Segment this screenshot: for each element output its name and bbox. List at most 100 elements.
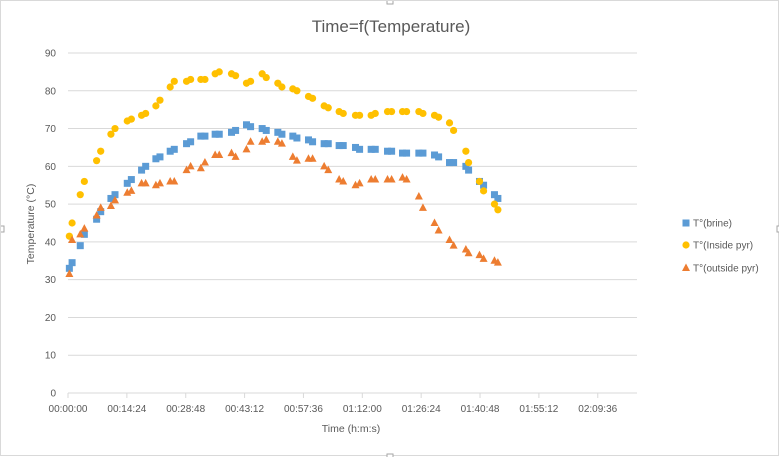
y-tick-label: 20 [45,313,57,324]
data-point-inside [494,206,502,214]
data-point-outside [186,161,195,170]
x-tick-label: 00:57:36 [284,404,323,415]
data-point-outside [402,175,411,183]
legend-label: T°(Inside pyr) [693,241,753,252]
resize-handle-right[interactable] [776,225,779,233]
legend-label: T°(outside pyr) [693,264,759,275]
data-point-outside [493,258,502,266]
data-point-brine [494,194,502,202]
data-point-outside [227,148,236,157]
legend-item-brine: T°(brine) [682,219,732,230]
data-point-inside [231,72,240,80]
data-point-inside [93,157,101,165]
data-point-brine [431,151,439,159]
y-tick-label: 90 [45,49,57,60]
data-point-outside [242,144,251,153]
data-point-brine [435,153,443,161]
data-point-brine [324,140,332,148]
data-point-outside [92,210,101,219]
data-point-brine [462,162,470,170]
data-point-outside [475,250,484,259]
data-point-brine [371,145,379,153]
data-point-inside [142,109,150,118]
data-point-outside [464,248,473,257]
data-point-brine [156,153,164,161]
data-point-outside [479,254,488,262]
data-point-inside [278,83,286,91]
data-point-brine [242,121,250,129]
data-point-inside [68,219,76,227]
resize-handle-top[interactable] [386,1,394,5]
data-point-outside [111,195,120,204]
data-point-inside [170,77,178,85]
data-point-inside [475,177,484,186]
data-point-brine [450,159,458,167]
data-point-outside [106,201,115,209]
legend-label: T°(brine) [693,219,732,230]
data-point-brine [262,126,270,134]
data-point-brine [258,125,266,133]
data-point-outside [292,156,301,164]
data-point-outside [351,180,360,189]
data-point-brine [309,138,317,146]
y-tick-label: 70 [45,124,57,135]
data-point-brine [274,128,282,136]
data-point-inside [262,73,270,82]
data-point-outside [434,226,443,234]
data-point-inside [201,75,209,84]
x-axis-ticks: 00:00:00 00:14:24 00:28:48 00:43:12 00:57:36… [49,393,618,415]
data-point-outside [141,178,150,187]
x-tick-label: 02:09:36 [578,404,617,415]
data-point-brine [351,143,359,151]
legend-marker-outside [682,263,690,271]
data-point-brine [278,130,286,138]
legend-marker-inside [682,241,690,249]
data-point-outside [65,269,74,277]
y-tick-label: 40 [45,237,57,248]
data-point-brine [197,132,205,140]
data-point-inside [127,115,135,123]
data-point-inside [187,75,195,84]
x-axis-title: Time (h:m:s) [322,423,381,435]
data-point-brine [228,128,236,136]
data-point-inside [479,187,488,195]
data-point-outside [123,188,132,196]
x-tick-label: 01:40:48 [461,404,500,415]
data-point-inside [435,113,443,121]
x-tick-label: 00:14:24 [107,404,146,415]
data-point-inside [402,107,411,116]
data-point-brine [320,140,328,148]
data-point-inside [324,104,332,112]
data-point-brine [93,215,101,223]
data-point-outside [387,175,396,183]
x-tick-label: 01:55:12 [519,404,558,415]
data-point-outside [96,203,105,211]
data-point-outside [355,178,364,187]
data-point-brine [183,140,191,148]
data-point-outside [335,175,344,183]
y-tick-label: 80 [45,86,57,97]
data-point-outside [262,135,271,143]
data-point-brine [68,259,76,267]
y-tick-label: 10 [45,351,57,362]
data-point-brine [232,126,240,134]
data-point-brine [247,123,255,131]
y-axis-title: Temperature (°C) [25,184,37,265]
legend: T°(brine) T°(Inside pyr) T°(outside pyr) [682,219,759,275]
series-outside [65,135,502,277]
data-point-brine [215,130,223,138]
x-tick-label: 01:26:24 [402,404,441,415]
data-point-inside [97,147,105,155]
data-point-outside [449,241,458,249]
data-point-brine [490,191,498,199]
data-point-brine [97,208,105,216]
data-point-brine [80,230,88,238]
resize-handle-left[interactable] [1,225,5,233]
data-point-brine [415,149,423,157]
data-point-inside [215,68,223,76]
data-point-outside [320,161,329,170]
series-inside [65,68,502,240]
